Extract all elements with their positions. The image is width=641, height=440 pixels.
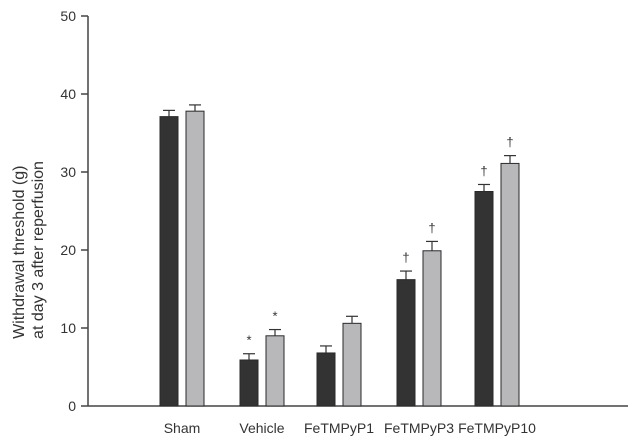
- x-axis: Sham Vehicle FeTMPyP1 FeTMPyP3 FeTMPyP10: [88, 405, 628, 436]
- bar: [239, 359, 259, 407]
- y-tick-label: 10: [60, 320, 76, 336]
- y-axis-title: Withdrawal threshold (g) at day 3 after …: [11, 161, 47, 339]
- significance-marker: †: [428, 220, 435, 235]
- bar: [500, 162, 520, 407]
- bar: [159, 116, 179, 407]
- bar: [265, 335, 285, 407]
- bar: [474, 191, 494, 407]
- bars: [159, 110, 520, 407]
- error-bars: [163, 104, 516, 360]
- y-tick-label: 30: [60, 164, 76, 180]
- bar: [396, 279, 416, 407]
- y-tick-label: 20: [60, 242, 76, 258]
- bar: [185, 110, 205, 407]
- y-tick-label: 50: [60, 8, 76, 24]
- x-tick-label: FeTMPyP3: [384, 420, 454, 436]
- significance-markers: * † † * † †: [246, 135, 513, 348]
- significance-marker: †: [506, 135, 513, 150]
- y-axis: 0 10 20 30 40 50: [60, 8, 89, 414]
- y-axis-title-line1: Withdrawal threshold (g): [11, 166, 28, 339]
- significance-marker: †: [480, 163, 487, 178]
- significance-marker: *: [272, 309, 277, 324]
- bar: [422, 250, 442, 407]
- x-tick-label: FeTMPyP1: [304, 420, 374, 436]
- bar: [342, 322, 362, 407]
- x-tick-label: FeTMPyP10: [458, 420, 536, 436]
- bar: [316, 352, 336, 407]
- significance-marker: *: [246, 333, 251, 348]
- x-tick-label: Vehicle: [239, 420, 284, 436]
- x-tick-label: Sham: [164, 420, 201, 436]
- y-axis-title-line2: at day 3 after reperfusion: [30, 161, 47, 339]
- y-tick-label: 0: [68, 398, 76, 414]
- significance-marker: †: [402, 250, 409, 265]
- y-tick-label: 40: [60, 86, 76, 102]
